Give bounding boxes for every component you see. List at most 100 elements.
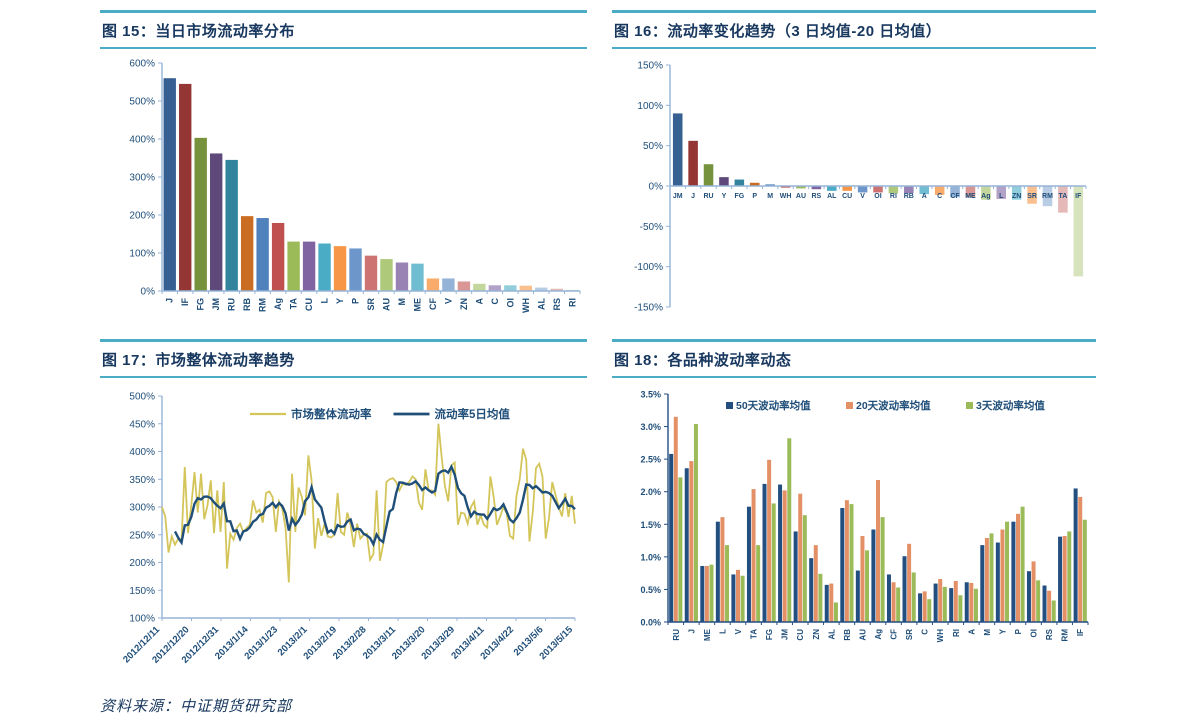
svg-text:350%: 350% <box>129 475 155 486</box>
svg-text:A: A <box>967 629 976 635</box>
figure-17-panel: 图 17：市场整体流动率趋势 100% 150% 200% 250% 300% 350% 4… <box>100 339 587 684</box>
svg-text:WH: WH <box>780 193 792 200</box>
svg-text:Ag: Ag <box>981 193 990 200</box>
figure-15-header: 图 15：当日市场流动率分布 <box>100 10 587 49</box>
figure-15-bar-chart: 0% 100% 200% 300% 400% 500% 600% J IF FG JM RU RB RM A… <box>129 59 581 313</box>
svg-text:RB: RB <box>843 629 852 641</box>
svg-text:400%: 400% <box>129 447 155 458</box>
figure-18-title: 图 18：各品种波动率动态 <box>614 352 792 369</box>
svg-text:J: J <box>691 193 695 200</box>
svg-text:TA: TA <box>289 298 299 310</box>
svg-text:P: P <box>752 193 757 200</box>
svg-text:CU: CU <box>842 193 852 200</box>
svg-text:P: P <box>351 298 361 304</box>
svg-text:-50%: -50% <box>640 222 663 233</box>
svg-text:OI: OI <box>874 193 881 200</box>
svg-text:流动率5日均值: 流动率5日均值 <box>435 407 511 421</box>
svg-text:ZN: ZN <box>812 629 821 640</box>
svg-text:V: V <box>860 193 865 200</box>
figures-grid: 图 15：当日市场流动率分布 0% 100% 200% 300% 400% 500% 600… <box>100 10 1096 684</box>
svg-text:M: M <box>397 298 407 306</box>
svg-text:100%: 100% <box>637 101 663 112</box>
svg-text:CF: CF <box>950 193 960 200</box>
svg-text:IF: IF <box>1075 193 1082 200</box>
svg-text:RU: RU <box>703 193 713 200</box>
svg-text:CU: CU <box>304 298 314 311</box>
svg-text:100%: 100% <box>129 249 155 260</box>
svg-text:SR: SR <box>366 298 376 311</box>
source-note: 资料来源：中证期货研究部 <box>100 699 293 715</box>
svg-text:3天波动率均值: 3天波动率均值 <box>976 399 1045 412</box>
svg-text:2.0%: 2.0% <box>640 487 661 497</box>
figure-17-title: 图 17：市场整体流动率趋势 <box>102 352 295 369</box>
svg-text:3.0%: 3.0% <box>640 422 661 432</box>
svg-text:3.5%: 3.5% <box>640 390 661 400</box>
figure-16-title: 图 16：流动率变化趋势（3 日均值-20 日均值） <box>614 23 942 40</box>
svg-text:C: C <box>490 298 500 305</box>
svg-text:RI: RI <box>567 298 577 307</box>
svg-text:AL: AL <box>536 298 546 310</box>
svg-text:2.5%: 2.5% <box>640 455 661 465</box>
figure-15-title: 图 15：当日市场流动率分布 <box>102 23 295 40</box>
svg-text:OI: OI <box>1030 629 1039 637</box>
figure-18-panel: 图 18：各品种波动率动态 0.0% 0.5% 1.0% 1.5% 2.0% 2.5% 3.… <box>612 339 1096 684</box>
figure-15-panel: 图 15：当日市场流动率分布 0% 100% 200% 300% 400% 500% 600… <box>100 10 587 329</box>
svg-text:500%: 500% <box>129 97 155 108</box>
svg-text:V: V <box>443 298 453 304</box>
svg-text:Y: Y <box>998 628 1007 634</box>
svg-text:50%: 50% <box>643 141 663 152</box>
figure-16-header: 图 16：流动率变化趋势（3 日均值-20 日均值） <box>612 10 1096 49</box>
svg-text:Y: Y <box>722 193 727 200</box>
svg-text:SR: SR <box>1027 193 1037 200</box>
svg-text:WH: WH <box>936 629 945 643</box>
svg-text:0%: 0% <box>141 287 156 298</box>
svg-text:300%: 300% <box>129 503 155 514</box>
svg-text:2013/5/15: 2013/5/15 <box>537 624 575 662</box>
svg-text:A: A <box>922 193 927 200</box>
svg-text:IF: IF <box>1076 629 1085 636</box>
svg-text:JM: JM <box>211 298 221 311</box>
svg-text:Y: Y <box>335 298 345 304</box>
svg-text:C: C <box>921 629 930 635</box>
figure-17-line-chart: 100%150%200%250%300%350%400%450%500%2012… <box>121 392 576 666</box>
svg-text:RU: RU <box>672 629 681 641</box>
svg-text:AU: AU <box>796 193 806 200</box>
svg-text:RM: RM <box>1061 629 1070 642</box>
svg-text:AL: AL <box>827 193 837 200</box>
svg-text:IF: IF <box>180 297 190 306</box>
figure-18-grouped-bar-chart: 0.0% 0.5% 1.0% 1.5% 2.0% 2.5% 3.0% 3.5% RU J ME L V T… <box>640 390 1089 643</box>
svg-text:M: M <box>767 193 773 200</box>
svg-text:ZN: ZN <box>1012 193 1021 200</box>
svg-text:150%: 150% <box>129 586 155 597</box>
figure-17-chart-area: 100% 150% 200% 250% 300% 350% 400% 450% 500% 2012… <box>100 378 587 684</box>
svg-text:ME: ME <box>412 298 422 312</box>
figure-15-chart-area: 0% 100% 200% 300% 400% 500% 600% J IF FG JM RU RB RM A… <box>100 49 587 329</box>
svg-text:250%: 250% <box>129 530 155 541</box>
svg-text:0%: 0% <box>649 182 664 193</box>
svg-text:OI: OI <box>505 298 515 308</box>
svg-text:CU: CU <box>796 629 805 641</box>
figure-18-header: 图 18：各品种波动率动态 <box>612 339 1096 378</box>
figure-18-chart-area: 0.0% 0.5% 1.0% 1.5% 2.0% 2.5% 3.0% 3.5% RU J ME L V T… <box>612 378 1096 684</box>
svg-text:RS: RS <box>552 298 562 311</box>
svg-text:RI: RI <box>952 629 961 637</box>
svg-text:200%: 200% <box>129 211 155 222</box>
svg-text:CF: CF <box>428 298 438 310</box>
svg-text:A: A <box>474 298 484 305</box>
figure-16-bar-chart: -150% -100% -50% 0% 50% 100% 150% JM J RU Y FG P M WH A… <box>634 61 1087 314</box>
svg-text:50天波动率均值: 50天波动率均值 <box>736 399 811 412</box>
figure-17-header: 图 17：市场整体流动率趋势 <box>100 339 587 378</box>
svg-text:500%: 500% <box>129 392 155 403</box>
svg-text:L: L <box>320 298 330 304</box>
figure-16-chart-area: -150% -100% -50% 0% 50% 100% 150% JM J RU Y FG P M WH A… <box>612 49 1096 325</box>
svg-text:0.0%: 0.0% <box>640 618 661 628</box>
svg-text:J: J <box>165 298 175 303</box>
svg-text:CF: CF <box>890 629 899 640</box>
svg-text:300%: 300% <box>129 173 155 184</box>
svg-text:JM: JM <box>673 193 683 200</box>
svg-text:0.5%: 0.5% <box>640 585 661 595</box>
svg-text:FG: FG <box>765 629 774 640</box>
svg-text:1.5%: 1.5% <box>640 520 661 530</box>
svg-text:TA: TA <box>750 629 759 639</box>
